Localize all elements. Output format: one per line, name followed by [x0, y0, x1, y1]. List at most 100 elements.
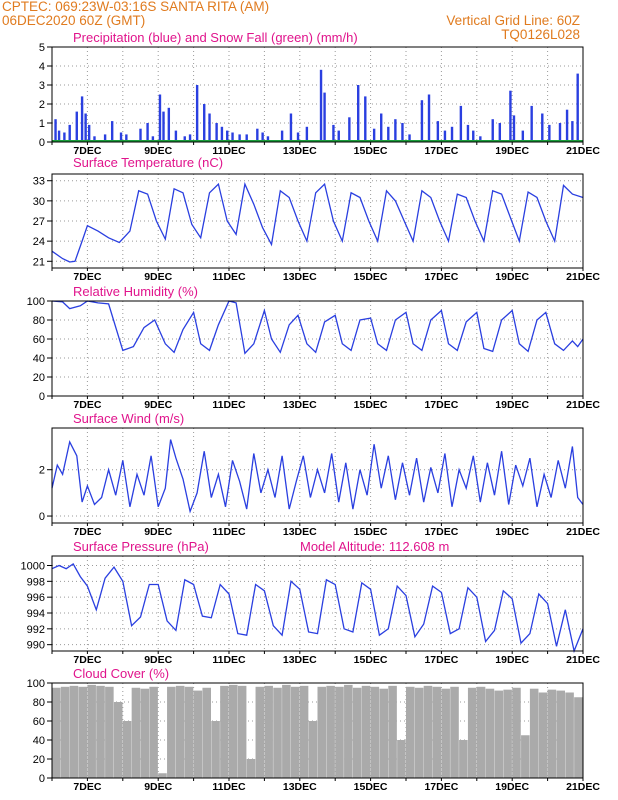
y-tick-label: 60 — [33, 334, 45, 346]
cloud-cover-bar — [264, 685, 273, 778]
precip-bar — [387, 126, 390, 142]
precip-bar — [337, 130, 340, 142]
cloud-cover-bar — [432, 686, 442, 778]
x-tick-label: 11DEC — [212, 271, 246, 283]
cloud-cover-bar — [485, 688, 495, 778]
x-tick-label: 13DEC — [283, 526, 317, 538]
y-tick-label: 80 — [33, 315, 45, 327]
series-line — [51, 300, 584, 355]
precip-bar — [472, 130, 475, 142]
panel-title: Cloud Cover (%) — [73, 666, 169, 681]
precip-bar — [576, 73, 579, 142]
cloud-cover-bar — [370, 686, 380, 778]
series-line — [51, 181, 584, 263]
x-tick-label: 19DEC — [495, 399, 529, 411]
cloud-cover-bar — [308, 721, 318, 778]
x-tick-label: 15DEC — [354, 654, 388, 666]
x-tick-label: 17DEC — [424, 145, 458, 157]
cloud-cover-bar — [379, 688, 388, 778]
y-tick-label: 33 — [33, 176, 45, 188]
x-tick-label: 11DEC — [212, 781, 246, 793]
y-tick-label: 2 — [39, 465, 45, 477]
x-tick-label: 11DEC — [212, 399, 246, 411]
x-tick-label: 21DEC — [566, 145, 600, 157]
header-model-id: TQ0126L028 — [501, 27, 580, 42]
cloud-cover-bar — [352, 687, 362, 778]
cloud-cover-bar — [574, 697, 583, 778]
cloud-cover-bar — [459, 740, 468, 778]
y-tick-label: 27 — [33, 216, 45, 228]
x-tick-label: 15DEC — [354, 271, 388, 283]
precip-bar — [110, 121, 114, 142]
x-tick-label: 7DEC — [73, 271, 101, 283]
x-tick-label: 19DEC — [495, 781, 529, 793]
x-tick-label: 17DEC — [424, 271, 458, 283]
cloud-cover-bar — [361, 685, 371, 778]
cloud-cover-bar — [175, 685, 185, 778]
precip-bar — [296, 132, 300, 142]
y-tick-label: 0 — [39, 391, 45, 403]
panel-annotation: Model Altitude: 112.608 m — [300, 539, 449, 554]
header-date: 06DEC2020 60Z (GMT) — [2, 13, 146, 28]
precip-bar — [443, 130, 447, 142]
precip-bar — [231, 132, 234, 142]
x-tick-label: 13DEC — [283, 781, 317, 793]
plot-frame — [51, 300, 584, 397]
x-tick-label: 7DEC — [73, 145, 101, 157]
y-tick-label: 998 — [27, 576, 45, 588]
cloud-cover-bar — [229, 684, 238, 778]
x-tick-label: 17DEC — [424, 654, 458, 666]
plot-frame — [51, 427, 584, 524]
panel-1: 0 1 2 3 4 5 7DEC 9DEC 11DEC 13DEC 15DEC 17DEC 19DEC 2… — [39, 30, 600, 157]
x-tick-label: 9DEC — [144, 399, 172, 411]
precip-bar — [245, 134, 248, 142]
x-tick-label: 19DEC — [495, 526, 529, 538]
y-tick-label: 30 — [33, 196, 45, 208]
precip-bar — [512, 115, 516, 142]
precip-bar — [558, 123, 562, 142]
cloud-cover-bar — [273, 687, 282, 778]
precip-bar — [167, 107, 171, 142]
precip-bar — [174, 130, 178, 142]
x-tick-label: 19DEC — [495, 271, 529, 283]
precip-bar — [548, 124, 551, 142]
y-tick-label: 4 — [39, 61, 45, 73]
cloud-cover-bar — [237, 685, 247, 778]
cloud-cover-bar — [476, 686, 486, 778]
cloud-cover-bar — [52, 687, 61, 778]
precip-bar — [256, 128, 259, 142]
x-tick-label: 7DEC — [73, 654, 101, 666]
x-tick-label: 7DEC — [73, 526, 101, 538]
precip-bar — [125, 134, 128, 142]
y-tick-label: 24 — [33, 236, 45, 248]
x-tick-label: 9DEC — [144, 781, 172, 793]
precip-bar — [521, 130, 525, 142]
precip-bar — [266, 136, 270, 142]
precip-bar — [146, 123, 149, 142]
x-tick-label: 17DEC — [424, 526, 458, 538]
panel-4: 0 2 7DEC 9DEC 11DEC 13DEC 15DEC 17DEC 19DEC 21DEC… — [39, 411, 600, 538]
y-tick-label: 996 — [27, 592, 45, 604]
y-tick-label: 80 — [33, 697, 45, 709]
y-tick-label: 100 — [27, 678, 45, 690]
panel-6: 0 20 40 60 80 100 7DEC 9DEC 11DEC 13DEC 15DEC 17DEC… — [27, 666, 601, 793]
y-tick-label: 0 — [39, 773, 45, 785]
cloud-cover-bar — [87, 684, 96, 778]
precip-bar — [151, 136, 155, 142]
x-tick-label: 11DEC — [212, 654, 246, 666]
cloud-cover-bar — [388, 685, 397, 778]
x-tick-label: 11DEC — [212, 145, 246, 157]
cloud-cover-bar — [220, 685, 229, 778]
precip-bar — [394, 119, 397, 142]
x-tick-label: 11DEC — [212, 526, 246, 538]
x-tick-label: 15DEC — [354, 526, 388, 538]
precip-bar — [139, 128, 142, 142]
precip-bar — [408, 134, 411, 142]
series-line — [51, 562, 584, 654]
precip-bar — [195, 85, 199, 142]
precip-bar — [63, 132, 66, 142]
x-tick-label: 17DEC — [424, 399, 458, 411]
precip-bar — [466, 124, 470, 142]
